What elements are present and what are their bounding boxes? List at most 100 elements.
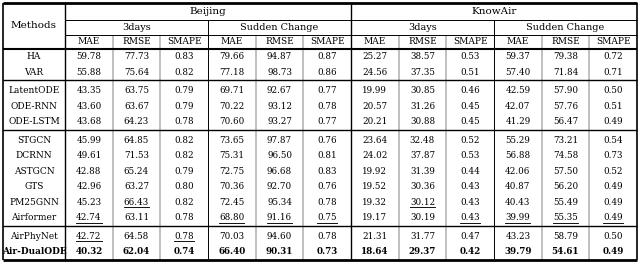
Text: 43.60: 43.60: [76, 102, 102, 111]
Text: 42.74: 42.74: [76, 213, 102, 222]
Text: 21.31: 21.31: [362, 232, 387, 241]
Text: 0.50: 0.50: [604, 86, 623, 95]
Text: 0.49: 0.49: [604, 213, 623, 222]
Text: 75.31: 75.31: [220, 151, 244, 160]
Text: 63.67: 63.67: [124, 102, 149, 111]
Text: 0.53: 0.53: [460, 151, 480, 160]
Text: 19.32: 19.32: [362, 198, 387, 207]
Text: 0.46: 0.46: [460, 86, 480, 95]
Text: 0.82: 0.82: [174, 68, 194, 77]
Text: SMAPE: SMAPE: [167, 37, 202, 47]
Text: 70.22: 70.22: [220, 102, 244, 111]
Text: 0.49: 0.49: [604, 117, 623, 126]
Text: 93.27: 93.27: [267, 117, 292, 126]
Text: SMAPE: SMAPE: [453, 37, 488, 47]
Text: 63.27: 63.27: [124, 182, 149, 191]
Text: 0.79: 0.79: [175, 86, 194, 95]
Text: 55.88: 55.88: [76, 68, 101, 77]
Text: 58.79: 58.79: [553, 232, 578, 241]
Text: 63.11: 63.11: [124, 213, 149, 222]
Text: 94.87: 94.87: [267, 52, 292, 61]
Text: 74.58: 74.58: [553, 151, 578, 160]
Text: 0.73: 0.73: [317, 247, 338, 256]
Text: 62.04: 62.04: [123, 247, 150, 256]
Text: 73.65: 73.65: [220, 136, 244, 145]
Text: 45.99: 45.99: [76, 136, 101, 145]
Text: 42.07: 42.07: [505, 102, 531, 111]
Text: SMAPE: SMAPE: [310, 37, 344, 47]
Text: Sudden Change: Sudden Change: [526, 23, 605, 32]
Text: 0.75: 0.75: [317, 213, 337, 222]
Text: 3days: 3days: [408, 23, 437, 32]
Text: 0.43: 0.43: [460, 182, 480, 191]
Text: 0.76: 0.76: [317, 182, 337, 191]
Text: 43.68: 43.68: [76, 117, 102, 126]
Text: 0.49: 0.49: [604, 182, 623, 191]
Text: 0.74: 0.74: [173, 247, 195, 256]
Text: 0.43: 0.43: [460, 198, 480, 207]
Text: 70.03: 70.03: [220, 232, 244, 241]
Text: 0.51: 0.51: [460, 68, 480, 77]
Text: MAE: MAE: [221, 37, 243, 47]
Text: 66.40: 66.40: [218, 247, 246, 256]
Text: 19.99: 19.99: [362, 86, 387, 95]
Text: ODE-LSTM: ODE-LSTM: [8, 117, 60, 126]
Text: 40.32: 40.32: [76, 247, 102, 256]
Text: 73.21: 73.21: [553, 136, 578, 145]
Text: 19.92: 19.92: [362, 167, 387, 176]
Text: 65.24: 65.24: [124, 167, 149, 176]
Text: 43.23: 43.23: [505, 232, 531, 241]
Text: 59.78: 59.78: [76, 52, 101, 61]
Text: 96.50: 96.50: [267, 151, 292, 160]
Text: ODE-RNN: ODE-RNN: [11, 102, 58, 111]
Text: 41.29: 41.29: [505, 117, 531, 126]
Text: MAE: MAE: [77, 37, 100, 47]
Text: 56.47: 56.47: [553, 117, 578, 126]
Text: MAE: MAE: [364, 37, 386, 47]
Text: PM25GNN: PM25GNN: [9, 198, 59, 207]
Text: 42.06: 42.06: [505, 167, 531, 176]
Text: VAR: VAR: [24, 68, 44, 77]
Text: 77.18: 77.18: [220, 68, 244, 77]
Text: 25.27: 25.27: [362, 52, 387, 61]
Text: 59.37: 59.37: [506, 52, 531, 61]
Text: 0.78: 0.78: [317, 102, 337, 111]
Text: 0.83: 0.83: [175, 52, 194, 61]
Text: 0.82: 0.82: [174, 198, 194, 207]
Text: 70.60: 70.60: [220, 117, 244, 126]
Text: 0.78: 0.78: [317, 232, 337, 241]
Text: 70.36: 70.36: [220, 182, 244, 191]
Text: 0.72: 0.72: [604, 52, 623, 61]
Text: 97.87: 97.87: [267, 136, 292, 145]
Text: 95.34: 95.34: [267, 198, 292, 207]
Text: 0.42: 0.42: [460, 247, 481, 256]
Text: 0.50: 0.50: [604, 232, 623, 241]
Text: 77.73: 77.73: [124, 52, 149, 61]
Text: 56.88: 56.88: [505, 151, 531, 160]
Text: 57.50: 57.50: [553, 167, 578, 176]
Text: Methods: Methods: [11, 21, 57, 31]
Text: 0.53: 0.53: [460, 52, 480, 61]
Text: 0.52: 0.52: [460, 136, 480, 145]
Text: RMSE: RMSE: [265, 37, 294, 47]
Text: 55.29: 55.29: [506, 136, 531, 145]
Text: 19.52: 19.52: [362, 182, 387, 191]
Text: 43.35: 43.35: [76, 86, 101, 95]
Text: 3days: 3days: [122, 23, 151, 32]
Text: 24.02: 24.02: [362, 151, 388, 160]
Text: 72.75: 72.75: [220, 167, 244, 176]
Text: DCRNN: DCRNN: [16, 151, 52, 160]
Text: Sudden Change: Sudden Change: [241, 23, 319, 32]
Text: 0.54: 0.54: [604, 136, 623, 145]
Text: 40.43: 40.43: [505, 198, 531, 207]
Text: 29.37: 29.37: [409, 247, 436, 256]
Text: 0.78: 0.78: [174, 117, 194, 126]
Text: 0.47: 0.47: [460, 232, 480, 241]
Text: 42.72: 42.72: [76, 232, 102, 241]
Text: 39.79: 39.79: [504, 247, 532, 256]
Text: 0.43: 0.43: [460, 213, 480, 222]
Text: 0.51: 0.51: [604, 102, 623, 111]
Text: 72.45: 72.45: [220, 198, 244, 207]
Text: 30.88: 30.88: [410, 117, 435, 126]
Text: 94.60: 94.60: [267, 232, 292, 241]
